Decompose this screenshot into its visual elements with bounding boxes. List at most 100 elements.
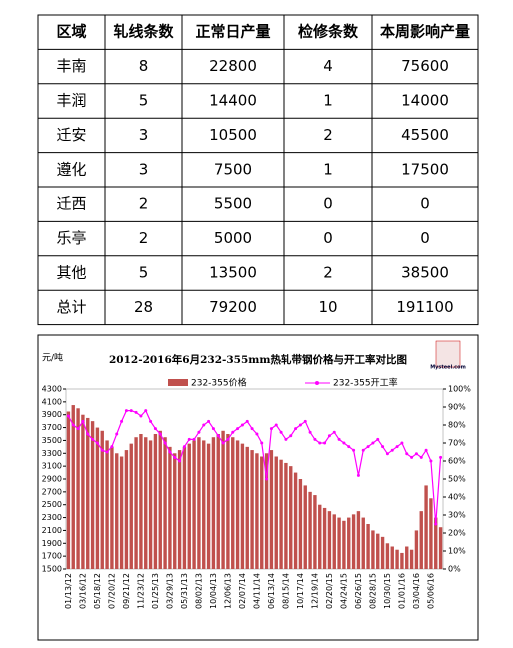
bar: [361, 517, 365, 569]
logo-box: [435, 340, 461, 368]
rate-point: [279, 430, 283, 434]
rate-point: [381, 445, 385, 449]
bar: [115, 453, 119, 569]
rate-point: [134, 410, 138, 414]
rate-point: [144, 409, 148, 413]
x-tick-label: 06/26/15: [354, 573, 363, 609]
bar: [163, 437, 167, 569]
rate-point: [182, 445, 186, 449]
bar: [390, 546, 394, 569]
cell: 14000: [401, 92, 449, 110]
y2-tick-label: 80%: [448, 421, 466, 430]
bar: [322, 507, 327, 569]
bar: [274, 456, 278, 569]
rate-point: [410, 455, 414, 459]
rate-point: [390, 448, 394, 452]
x-tick-label: 08/02/13: [194, 573, 203, 609]
bar: [95, 427, 100, 569]
bar: [269, 450, 274, 569]
bar: [182, 446, 187, 569]
bar: [250, 450, 254, 569]
chart-title: 2012-2016年6月232-355mm热轧带钢价格与开工率对比图: [109, 353, 407, 366]
bar: [342, 520, 346, 569]
rate-point: [115, 432, 119, 436]
rate-point: [231, 430, 235, 434]
x-tick-label: 08/28/15: [368, 573, 377, 609]
rate-point: [323, 441, 327, 445]
header-cell: 检修条数: [298, 23, 359, 41]
x-tick-label: 07/20/12: [107, 573, 116, 609]
rate-point: [245, 419, 249, 423]
header-cell: 正常日产量: [195, 23, 270, 41]
bar: [119, 456, 124, 569]
header-cell: 本周影响产量: [380, 23, 470, 41]
cell: 4: [323, 57, 333, 75]
bar: [414, 530, 419, 569]
cell: 5000: [214, 229, 252, 247]
cell: 28: [134, 298, 153, 316]
y2-tick-label: 70%: [448, 439, 466, 448]
bar: [409, 549, 414, 569]
rate-point: [91, 437, 95, 441]
rate-point: [197, 430, 201, 434]
x-tick-label: 10/17/14: [296, 573, 305, 609]
cell: 0: [323, 229, 333, 247]
cell: 13500: [209, 264, 257, 282]
rate-point: [318, 441, 322, 445]
bar: [327, 511, 332, 569]
bar: [129, 443, 133, 569]
rate-point: [284, 437, 288, 441]
y-tick-label: 1500: [42, 565, 62, 574]
rate-point: [332, 430, 336, 434]
bar: [279, 459, 283, 569]
bar: [134, 437, 138, 569]
bar: [356, 511, 361, 569]
bar: [90, 421, 95, 569]
cell: 5500: [214, 195, 252, 213]
rate-point: [66, 414, 70, 418]
bar: [202, 440, 206, 569]
x-tick-label: 03/29/13: [165, 573, 174, 609]
header-cell: 轧线条数: [113, 23, 174, 41]
x-tick-label: 08/15/14: [281, 573, 290, 609]
rate-point: [236, 427, 240, 431]
legend-swatch: [168, 379, 188, 386]
bar: [226, 434, 230, 569]
cell: 总计: [56, 298, 86, 316]
cell: 75600: [401, 57, 449, 75]
x-tick-label: 09/21/12: [122, 573, 131, 609]
cell: 1: [323, 92, 333, 110]
bar: [289, 466, 293, 569]
bar: [240, 443, 245, 569]
rate-point: [371, 441, 375, 445]
bar: [76, 408, 80, 569]
cell: 17500: [401, 160, 449, 178]
cell: 2: [139, 229, 149, 247]
bar: [385, 543, 390, 569]
cell: 丰南: [56, 57, 86, 75]
cell: 乐亭: [56, 229, 86, 247]
x-tick-label: 10/04/13: [209, 573, 218, 609]
bar: [158, 430, 162, 569]
bar: [255, 453, 259, 569]
cell: 38500: [401, 264, 449, 282]
rate-point: [100, 448, 104, 452]
bar: [318, 504, 322, 569]
bar: [438, 527, 443, 569]
rate-point: [395, 445, 399, 449]
cell: 其他: [56, 264, 86, 282]
rate-point: [105, 450, 109, 454]
bar: [245, 446, 249, 569]
bar: [395, 549, 399, 569]
cell: 14400: [209, 92, 257, 110]
rate-point: [265, 477, 269, 481]
cell: 5: [139, 92, 149, 110]
bar: [71, 405, 75, 569]
x-tick-label: 05/18/12: [93, 573, 102, 609]
y2-tick-label: 60%: [448, 457, 466, 466]
y-axis-label: 元/吨: [42, 352, 63, 364]
bar: [424, 485, 428, 569]
cell: 10: [318, 298, 337, 316]
cell: 3: [139, 160, 149, 178]
cell: 遵化: [56, 160, 86, 178]
